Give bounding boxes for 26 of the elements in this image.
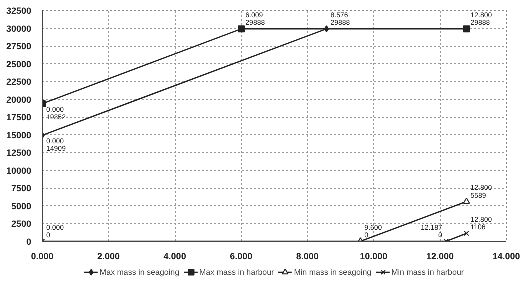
y-tick-label: 2500 bbox=[11, 219, 32, 230]
x-tick-label: 6.000 bbox=[230, 252, 253, 262]
y-tick-label: 0 bbox=[26, 237, 32, 247]
y-tick-label: 10000 bbox=[6, 166, 32, 176]
x-tick-label: 0.000 bbox=[31, 252, 54, 262]
x-tick-label: 10.000 bbox=[360, 252, 388, 262]
y-tick-label: 27500 bbox=[6, 42, 32, 52]
y-tick-label: 22500 bbox=[6, 77, 32, 88]
x-tick-label: 2.000 bbox=[98, 252, 120, 262]
y-tick-label: 5000 bbox=[11, 201, 32, 212]
y-tick-label: 20000 bbox=[6, 94, 32, 105]
y-tick-label: 25000 bbox=[6, 59, 32, 70]
x-tick-label: 4.000 bbox=[164, 252, 186, 262]
x-tick-label: 8.000 bbox=[296, 252, 319, 262]
legend-label: Max mass in seagoing bbox=[100, 268, 180, 276]
y-tick-label: 30000 bbox=[6, 24, 32, 34]
y-tick-label: 17500 bbox=[6, 112, 32, 123]
legend-label: Max mass in harbour bbox=[200, 268, 274, 276]
y-tick-label: 12500 bbox=[6, 148, 32, 158]
y-tick-label: 15000 bbox=[6, 130, 32, 140]
x-tick-label: 14.000 bbox=[492, 252, 520, 262]
y-tick-label: 7500 bbox=[11, 184, 32, 194]
y-tick-label: 32500 bbox=[6, 6, 32, 16]
legend-label: Min mass in harbour bbox=[392, 268, 464, 276]
legend-label: Min mass in seagoing bbox=[294, 268, 372, 276]
x-tick-label: 12.000 bbox=[426, 252, 454, 262]
